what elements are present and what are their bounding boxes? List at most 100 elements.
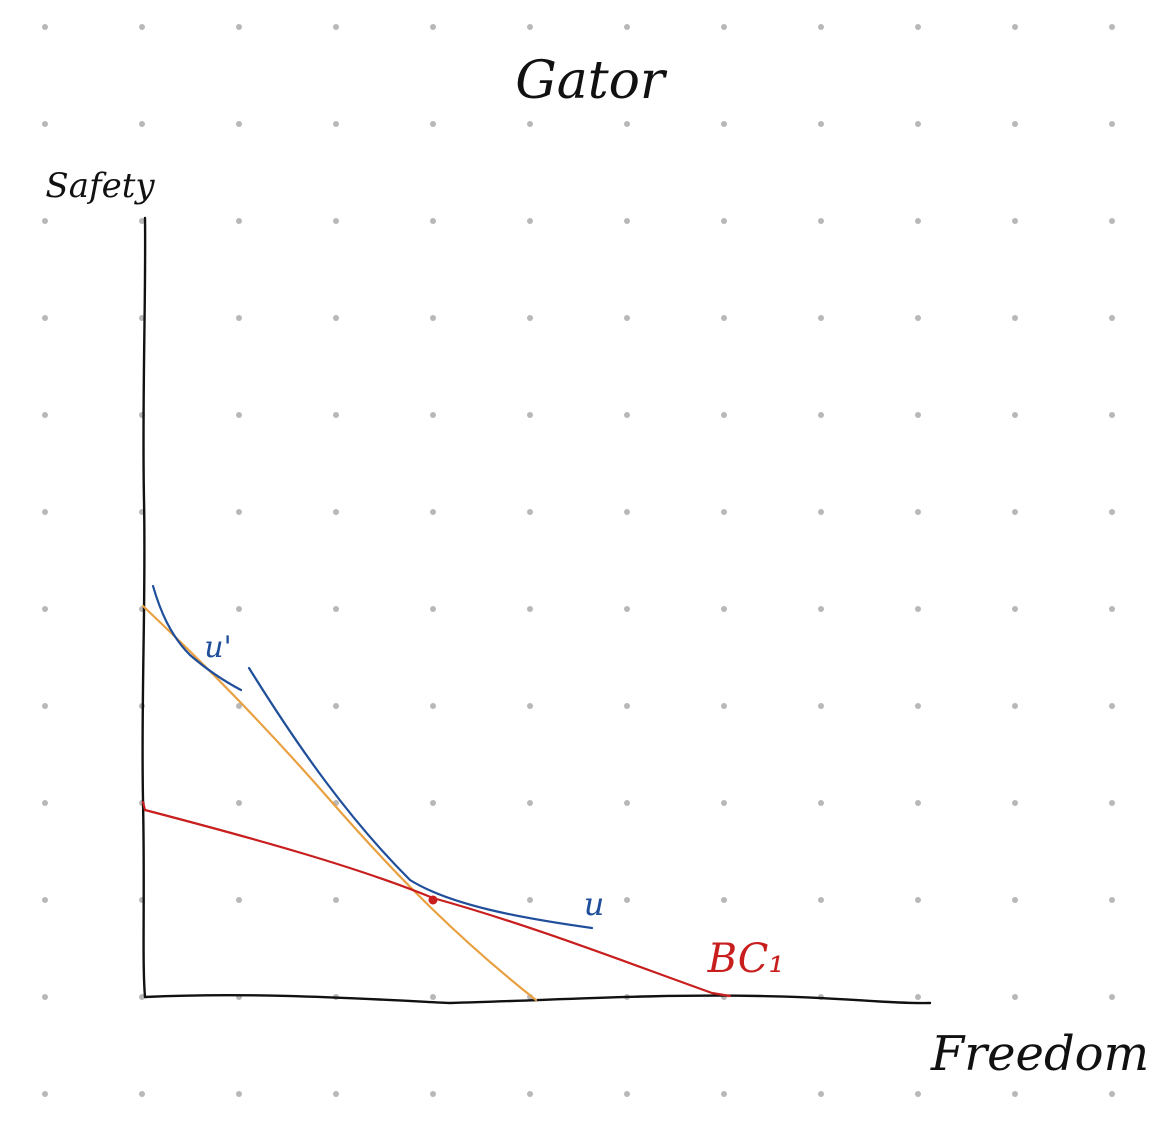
grid-dot <box>527 897 533 903</box>
grid-dot <box>1012 24 1018 30</box>
u-prime-curve <box>151 584 243 692</box>
grid-dot <box>139 121 145 127</box>
x-axis-label: Freedom <box>930 1026 1149 1082</box>
grid-dot <box>1109 994 1115 1000</box>
grid-dot <box>721 703 727 709</box>
grid-dot <box>1012 121 1018 127</box>
grid-dot <box>139 24 145 30</box>
grid-dot <box>333 1091 339 1097</box>
grid-dot <box>624 24 630 30</box>
grid-dot <box>236 509 242 515</box>
grid-dot <box>333 24 339 30</box>
grid-dot <box>915 315 921 321</box>
grid-dot <box>236 703 242 709</box>
grid-dot <box>1109 1091 1115 1097</box>
grid-dot <box>721 509 727 515</box>
grid-dot <box>430 24 436 30</box>
grid-dot <box>624 218 630 224</box>
grid-dot <box>1012 218 1018 224</box>
grid-dot <box>42 218 48 224</box>
grid-dot <box>818 509 824 515</box>
grid-dot <box>527 509 533 515</box>
grid-dot <box>236 315 242 321</box>
grid-dot <box>818 24 824 30</box>
grid-dot <box>1109 800 1115 806</box>
grid-dot <box>818 800 824 806</box>
grid-dot <box>527 218 533 224</box>
grid-dot <box>42 412 48 418</box>
grid-dot <box>42 315 48 321</box>
grid-dot <box>1109 509 1115 515</box>
grid-dot <box>818 218 824 224</box>
grid-dot <box>1109 315 1115 321</box>
grid-dot <box>915 509 921 515</box>
grid-dot <box>818 315 824 321</box>
grid-dot <box>1012 1091 1018 1097</box>
grid-dot <box>915 994 921 1000</box>
u-label: u <box>584 885 605 923</box>
grid-dot <box>236 24 242 30</box>
grid-dot <box>527 606 533 612</box>
grid-dot <box>1109 218 1115 224</box>
grid-dot <box>139 1091 145 1097</box>
grid-dot <box>1012 994 1018 1000</box>
grid-dot <box>333 315 339 321</box>
grid-dot <box>721 606 727 612</box>
grid-dot <box>915 412 921 418</box>
grid-dot <box>721 218 727 224</box>
x-axis <box>143 993 932 1005</box>
grid-dot <box>1012 897 1018 903</box>
grid-dot <box>915 897 921 903</box>
grid-dot <box>236 121 242 127</box>
grid-dot <box>42 24 48 30</box>
grid-dot <box>721 412 727 418</box>
grid-dot <box>721 315 727 321</box>
y-axis <box>141 216 147 999</box>
grid-dot <box>527 24 533 30</box>
grid-dot <box>430 412 436 418</box>
grid-dot <box>236 412 242 418</box>
grid-dot <box>818 703 824 709</box>
grid-dot <box>915 121 921 127</box>
grid-dot <box>915 218 921 224</box>
grid-dot <box>42 994 48 1000</box>
grid-dot <box>42 606 48 612</box>
orange-budget-line <box>141 604 538 1002</box>
grid-dot <box>624 509 630 515</box>
grid-dot <box>139 994 145 1000</box>
grid-dot <box>430 994 436 1000</box>
grid-dot <box>430 800 436 806</box>
dot-grid <box>42 24 1115 1097</box>
grid-dot <box>721 121 727 127</box>
grid-dot <box>139 218 145 224</box>
grid-dot <box>430 703 436 709</box>
grid-dot <box>527 315 533 321</box>
grid-dot <box>624 606 630 612</box>
bc1-label: BC₁ <box>707 936 785 982</box>
grid-dot <box>1109 24 1115 30</box>
grid-dot <box>236 1091 242 1097</box>
grid-dot <box>624 1091 630 1097</box>
grid-dot <box>624 412 630 418</box>
grid-dot <box>236 606 242 612</box>
grid-dot <box>721 800 727 806</box>
grid-dot <box>333 897 339 903</box>
grid-dot <box>818 606 824 612</box>
grid-dot <box>42 800 48 806</box>
grid-dot <box>527 121 533 127</box>
grid-dot <box>915 703 921 709</box>
grid-dot <box>42 121 48 127</box>
grid-dot <box>1012 703 1018 709</box>
grid-dot <box>624 703 630 709</box>
grid-dot <box>236 800 242 806</box>
u-curve <box>247 666 594 930</box>
y-axis-label: Safety <box>45 166 155 206</box>
grid-dot <box>430 606 436 612</box>
grid-dot <box>527 412 533 418</box>
grid-dot <box>430 1091 436 1097</box>
grid-dot <box>818 1091 824 1097</box>
grid-dot <box>42 509 48 515</box>
grid-dot <box>915 606 921 612</box>
diagram-title: Gator <box>515 51 668 111</box>
